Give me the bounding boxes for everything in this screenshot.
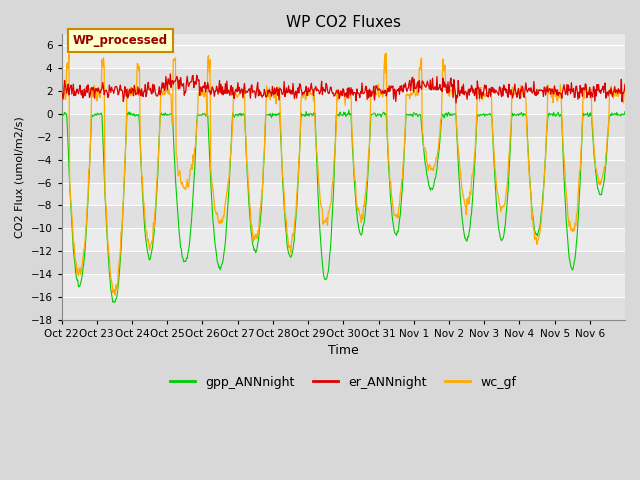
er_ANNnight: [277, 87, 285, 93]
wc_gf: [383, 50, 390, 56]
Title: WP CO2 Fluxes: WP CO2 Fluxes: [286, 15, 401, 30]
gpp_ANNnight: [125, 109, 132, 115]
Bar: [61, 137, 625, 160]
gpp_ANNnight: [111, 300, 118, 305]
wc_gf: [228, 132, 236, 137]
er_ANNnight: [256, 92, 264, 98]
wc_gf: [435, 144, 442, 150]
wc_gf: [111, 292, 119, 298]
wc_gf: [125, 91, 132, 96]
Bar: [61, 114, 625, 137]
gpp_ANNnight: [228, 122, 236, 128]
gpp_ANNnight: [621, 108, 629, 114]
Bar: [61, 46, 625, 68]
Bar: [61, 68, 625, 91]
gpp_ANNnight: [58, 112, 65, 118]
Line: wc_gf: wc_gf: [61, 53, 625, 295]
er_ANNnight: [166, 71, 174, 77]
er_ANNnight: [434, 87, 442, 93]
gpp_ANNnight: [403, 111, 411, 117]
gpp_ANNnight: [435, 152, 442, 157]
Bar: [61, 274, 625, 297]
Bar: [61, 182, 625, 205]
er_ANNnight: [58, 91, 65, 97]
er_ANNnight: [403, 85, 410, 91]
er_ANNnight: [452, 100, 460, 106]
Line: gpp_ANNnight: gpp_ANNnight: [61, 110, 625, 302]
Text: WP_processed: WP_processed: [73, 34, 168, 47]
wc_gf: [58, 92, 65, 98]
Bar: [61, 228, 625, 251]
Line: er_ANNnight: er_ANNnight: [61, 74, 625, 103]
Legend: gpp_ANNnight, er_ANNnight, wc_gf: gpp_ANNnight, er_ANNnight, wc_gf: [165, 371, 522, 394]
Y-axis label: CO2 Flux (umol/m2/s): CO2 Flux (umol/m2/s): [15, 116, 25, 238]
er_ANNnight: [228, 92, 236, 98]
gpp_ANNnight: [345, 107, 353, 113]
Bar: [61, 205, 625, 228]
gpp_ANNnight: [277, 144, 285, 150]
Bar: [61, 251, 625, 274]
Bar: [61, 297, 625, 320]
Bar: [61, 160, 625, 182]
er_ANNnight: [621, 82, 629, 87]
Bar: [61, 91, 625, 114]
X-axis label: Time: Time: [328, 344, 358, 357]
er_ANNnight: [124, 95, 132, 101]
wc_gf: [256, 208, 264, 214]
wc_gf: [621, 82, 629, 88]
gpp_ANNnight: [256, 222, 264, 228]
wc_gf: [403, 91, 411, 97]
wc_gf: [277, 138, 285, 144]
